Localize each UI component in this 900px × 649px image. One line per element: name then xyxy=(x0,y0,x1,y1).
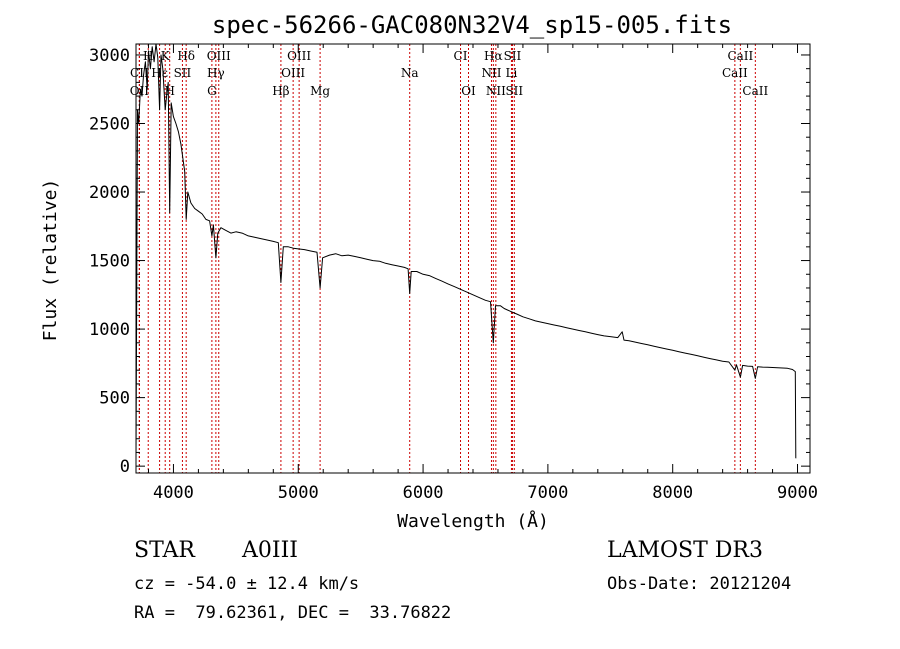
line-label-11: SII xyxy=(174,66,192,80)
object-class: STAR xyxy=(134,538,195,563)
line-label-2: Hδ xyxy=(177,49,195,63)
line-label-6: Hα xyxy=(484,49,503,63)
spectrum-series xyxy=(135,43,797,460)
x-tick-label-3: 7000 xyxy=(527,483,568,503)
x-tick-label-2: 6000 xyxy=(403,483,444,503)
line-label-21: Hβ xyxy=(272,84,289,98)
y-axis-ticks: 0 500 1000 1500 2000 2500 3000 xyxy=(89,46,810,477)
line-label-16: Li xyxy=(506,66,518,80)
line-label-20: G xyxy=(207,84,217,98)
x-tick-label-1: 5000 xyxy=(278,483,319,503)
y-axis-label: Flux (relative) xyxy=(40,179,61,342)
x-tick-label-4: 8000 xyxy=(652,483,693,503)
line-label-15: NII xyxy=(481,66,501,80)
chart-title: spec-56266-GAC080N32V4_sp15-005.fits xyxy=(212,11,732,39)
object-subclass: A0III xyxy=(242,538,298,563)
plot-frame xyxy=(135,43,811,474)
line-label-5: CI xyxy=(454,49,468,63)
y-tick-label-2: 1000 xyxy=(89,320,130,340)
redshift-readout: cz = -54.0 ± 12.4 km/s xyxy=(134,574,360,594)
line-label-24: NII xyxy=(486,84,506,98)
line-label-17: CaII xyxy=(722,66,748,80)
line-label-18: OII xyxy=(130,84,150,98)
line-label-23: OI xyxy=(461,84,476,98)
series-line-spectrum xyxy=(135,43,797,460)
line-label-12: Hγ xyxy=(207,66,225,80)
survey-name: LAMOST DR3 xyxy=(607,538,763,563)
line-label-13: OIII xyxy=(281,66,305,80)
y-tick-label-4: 2000 xyxy=(89,183,130,203)
line-label-26: CaII xyxy=(742,84,768,98)
observation-date: Obs-Date: 20121204 xyxy=(607,574,792,594)
x-tick-label-0: 4000 xyxy=(153,483,194,503)
line-label-8: CaII xyxy=(727,49,753,63)
y-tick-label-0: 0 xyxy=(120,457,130,477)
line-label-14: Na xyxy=(401,66,419,80)
line-label-25: SII xyxy=(505,84,523,98)
y-tick-label-1: 500 xyxy=(99,389,130,409)
line-label-4: OIII xyxy=(287,49,311,63)
x-axis-ticks: 4000 5000 6000 7000 8000 9000 xyxy=(147,44,818,503)
coordinates: RA = 79.62361, DEC = 33.76822 xyxy=(134,603,452,623)
line-label-22: Mg xyxy=(310,84,330,98)
y-tick-label-6: 3000 xyxy=(89,46,130,66)
line-label-19: H xyxy=(164,84,174,98)
x-tick-label-5: 9000 xyxy=(777,483,818,503)
line-label-3: OIII xyxy=(207,49,231,63)
y-tick-label-3: 1500 xyxy=(89,252,130,272)
line-label-10: Hε xyxy=(151,66,168,80)
y-tick-label-5: 2500 xyxy=(89,114,130,134)
x-axis-label: Wavelength (Å) xyxy=(397,510,549,532)
line-label-7: SII xyxy=(504,49,522,63)
line-label-1: K xyxy=(161,49,171,63)
emission-line-markers xyxy=(138,44,756,473)
